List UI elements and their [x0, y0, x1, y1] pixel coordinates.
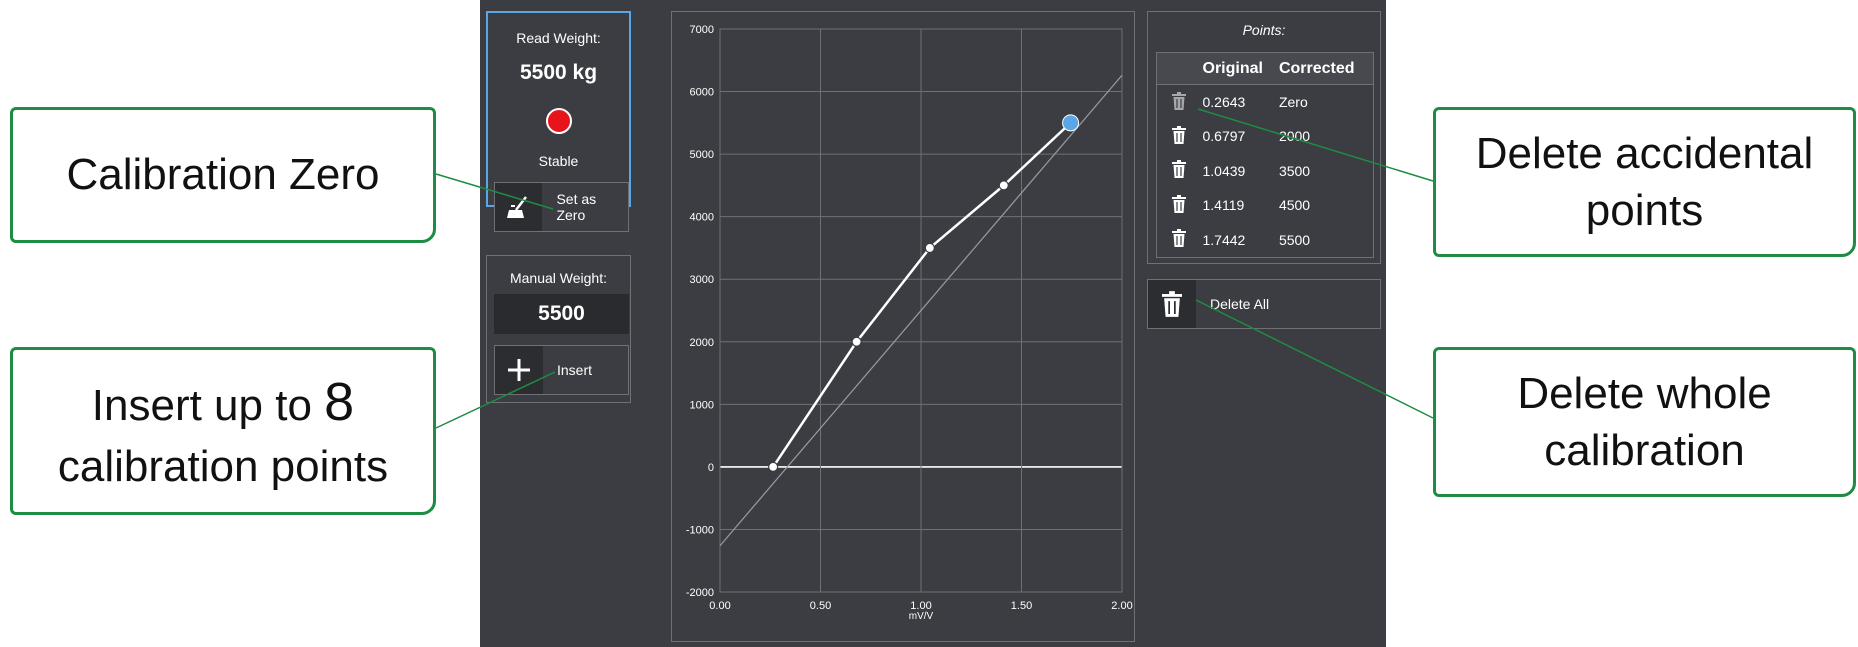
delete-all-label: Delete All: [1210, 296, 1270, 312]
corrected-value: 3500: [1278, 162, 1311, 179]
callout-delete-whole-line1: Delete whole: [1517, 368, 1772, 418]
callout-insert-points: Insert up to 8 calibration points: [10, 347, 436, 515]
trash-icon: [1172, 91, 1187, 113]
y-tick-label: 4000: [690, 212, 714, 224]
trash-icon: [1172, 194, 1187, 216]
callout-delete-points: Delete accidental points: [1433, 107, 1856, 257]
stability-indicator: [546, 108, 572, 134]
connector-insert: [435, 371, 556, 429]
calibration-point: [768, 461, 779, 472]
callout-calibration-zero: Calibration Zero: [10, 107, 436, 243]
calibration-point: [924, 242, 935, 254]
x-tick-label: 2.00: [1111, 600, 1132, 612]
corrected-value: 4500: [1278, 197, 1311, 214]
trash-column-header: [1156, 52, 1202, 85]
table-row: 0.6797 2000: [1157, 119, 1374, 154]
y-tick-label: 5000: [690, 149, 714, 161]
trash-icon: [1172, 125, 1187, 147]
points-title: Points:: [1242, 22, 1286, 38]
read-weight-label: Read Weight:: [516, 30, 601, 46]
callout-delete-points-line2: points: [1585, 186, 1704, 235]
y-tick-label: 3000: [690, 274, 714, 286]
original-value: 1.7442: [1202, 231, 1246, 248]
insert-label: Insert: [557, 362, 593, 378]
manual-weight-input[interactable]: 5500: [494, 294, 629, 334]
corrected-value: 5500: [1278, 231, 1311, 248]
stability-status: Stable: [538, 153, 579, 169]
set-as-zero-label: Set as Zero: [556, 191, 597, 223]
y-tick-label: -2000: [686, 587, 714, 599]
original-value: 0.2643: [1202, 94, 1246, 110]
callout-insert-number: 8: [324, 372, 355, 433]
insert-button[interactable]: Insert: [494, 345, 629, 395]
table-row: 1.0439 3500: [1157, 154, 1374, 189]
calibration-point: [998, 180, 1009, 191]
delete-point-button[interactable]: [1157, 85, 1202, 120]
x-tick-label: 0.00: [709, 600, 730, 612]
current-point: [1062, 114, 1080, 132]
connector-delete-points: [1197, 108, 1434, 182]
x-tick-label: 0.50: [810, 600, 831, 612]
x-tick-label: 1.00: [910, 600, 931, 612]
points-panel: Points: Original Corrected 0.2643 Zero 0…: [1147, 11, 1381, 264]
plus-icon: [495, 346, 543, 394]
broom-icon: [495, 183, 543, 231]
table-row: 0.2643 Zero: [1157, 85, 1374, 120]
original-value: 1.0439: [1202, 162, 1246, 179]
callout-insert-text-prefix: Insert up to: [91, 381, 325, 431]
callout-calibration-zero-text: Calibration Zero: [66, 150, 380, 200]
table-row: 1.4119 4500: [1157, 188, 1374, 223]
reference-line: [719, 74, 1123, 547]
callout-delete-points-line1: Delete accidental: [1475, 128, 1814, 178]
connector-delete-whole: [1195, 299, 1434, 419]
connector-calibration-zero: [435, 173, 554, 210]
original-value: 0.6797: [1202, 128, 1246, 145]
trash-icon: [1172, 229, 1187, 250]
x-tick-label: 1.50: [1011, 600, 1032, 612]
callout-delete-whole: Delete whole calibration: [1433, 347, 1856, 497]
manual-weight-label: Manual Weight:: [509, 270, 607, 286]
calibration-chart-panel: 7000 6000 5000 4000 3000 2000 1000 0 -1000 -2000 0…: [671, 11, 1135, 642]
calibration-chart: 70006000500040003000200010000-1000-20000…: [686, 24, 1133, 622]
delete-point-button[interactable]: [1157, 119, 1202, 154]
y-tick-label: -1000: [686, 524, 714, 536]
trash-icon: [1148, 280, 1196, 328]
delete-all-button[interactable]: Delete All: [1147, 279, 1381, 329]
original-value: 1.4119: [1202, 197, 1245, 214]
table-row: 1.7442 5500: [1157, 223, 1374, 258]
callout-insert-text-line2: calibration points: [57, 441, 389, 491]
y-tick-label: 6000: [690, 87, 714, 99]
y-tick-label: 2000: [690, 337, 714, 349]
original-column-header: Original: [1201, 52, 1278, 85]
x-axis-label: mV/V: [909, 611, 934, 622]
delete-point-button[interactable]: [1157, 188, 1202, 223]
points-table: Original Corrected 0.2643 Zero 0.6797 20…: [1156, 52, 1374, 258]
delete-point-button[interactable]: [1157, 223, 1202, 258]
y-tick-label: 7000: [690, 24, 714, 36]
calibration-window: Read Weight: 5500 kg Stable Set as Zero …: [480, 0, 1386, 647]
set-as-zero-button[interactable]: Set as Zero: [494, 182, 629, 232]
delete-point-button[interactable]: [1157, 154, 1202, 189]
callout-delete-whole-line2: calibration: [1544, 426, 1745, 475]
points-table-header: Original Corrected: [1156, 52, 1374, 85]
corrected-column-header: Corrected: [1277, 52, 1374, 85]
y-tick-label: 1000: [690, 399, 714, 411]
read-weight-value: 5500 kg: [519, 61, 598, 84]
y-tick-label: 0: [708, 462, 714, 474]
corrected-value: Zero: [1278, 94, 1308, 110]
trash-icon: [1172, 160, 1187, 181]
calibration-point: [851, 336, 862, 347]
read-weight-panel: Read Weight: 5500 kg Stable: [486, 11, 631, 207]
